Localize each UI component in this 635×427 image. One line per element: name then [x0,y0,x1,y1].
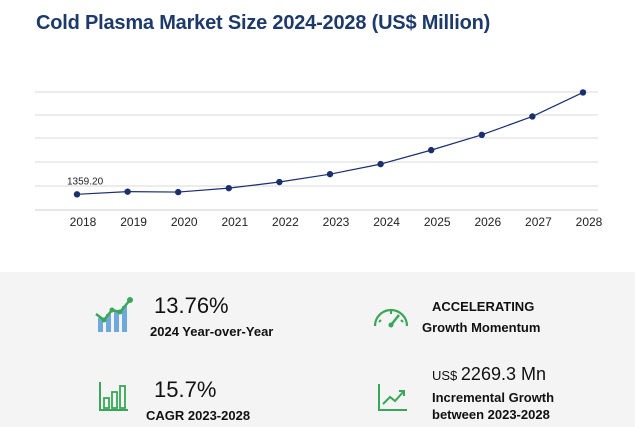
series-line-path [76,91,584,195]
x-tick-label: 2022 [272,215,299,229]
data-point [529,113,536,120]
data-point [428,146,435,154]
data-label: 1359.20 [67,176,104,187]
bar-chart-icon [99,382,128,411]
stats-panel: 13.76% 2024 Year-over-Year ACCELERATING … [0,272,635,427]
x-tick-label: 2021 [221,215,248,229]
yoy-value: 13.76% [154,293,229,318]
x-tick-label: 2024 [373,215,400,229]
data-point [175,188,182,196]
incremental-amount: 2269.3 Mn [460,364,546,384]
x-tick-label: 2028 [576,215,603,229]
yoy-label: 2024 Year-over-Year [150,324,274,339]
series-line [76,91,584,195]
x-tick-label: 2019 [120,215,147,229]
data-point [124,188,131,195]
data-point [377,160,384,168]
data-point [579,89,587,96]
x-tick-label: 2027 [525,215,552,229]
grid-lines [35,91,598,211]
momentum-label: Growth Momentum [422,320,541,335]
incremental-label-1: Incremental Growth [432,390,555,405]
chart-title: Cold Plasma Market Size 2024-2028 (US$ M… [36,12,491,34]
x-tick-label: 2026 [474,215,501,229]
speedometer-icon [373,308,409,328]
data-point [225,184,232,192]
incremental-value: US$ 2269.3 Mn [432,364,546,385]
x-tick-label: 2023 [323,215,350,229]
data-labels: 1359.20 [67,176,104,187]
momentum-value: ACCELERATING [432,299,535,314]
cagr-label: CAGR 2023-2028 [146,408,251,423]
x-tick-label: 2025 [424,215,451,229]
incremental-label-2: between 2023-2028 [432,407,550,422]
cagr-value: 15.7% [154,377,217,402]
line-chart: 2018 2019 2020 2021 2022 2023 2024 2025 2026 2027… [35,89,603,229]
data-point [326,170,334,178]
x-axis-labels: 2018 2019 2020 2021 2022 2023 2024 2025 2026 2027… [70,215,603,229]
growth-bars-icon [95,297,133,332]
data-point [73,191,81,198]
x-tick-label: 2020 [171,215,198,229]
trend-line-icon [378,384,407,411]
x-tick-label: 2018 [70,215,97,229]
currency-prefix: US$ [432,368,458,383]
data-points [73,89,587,198]
data-point [478,131,485,139]
data-point [276,178,283,186]
